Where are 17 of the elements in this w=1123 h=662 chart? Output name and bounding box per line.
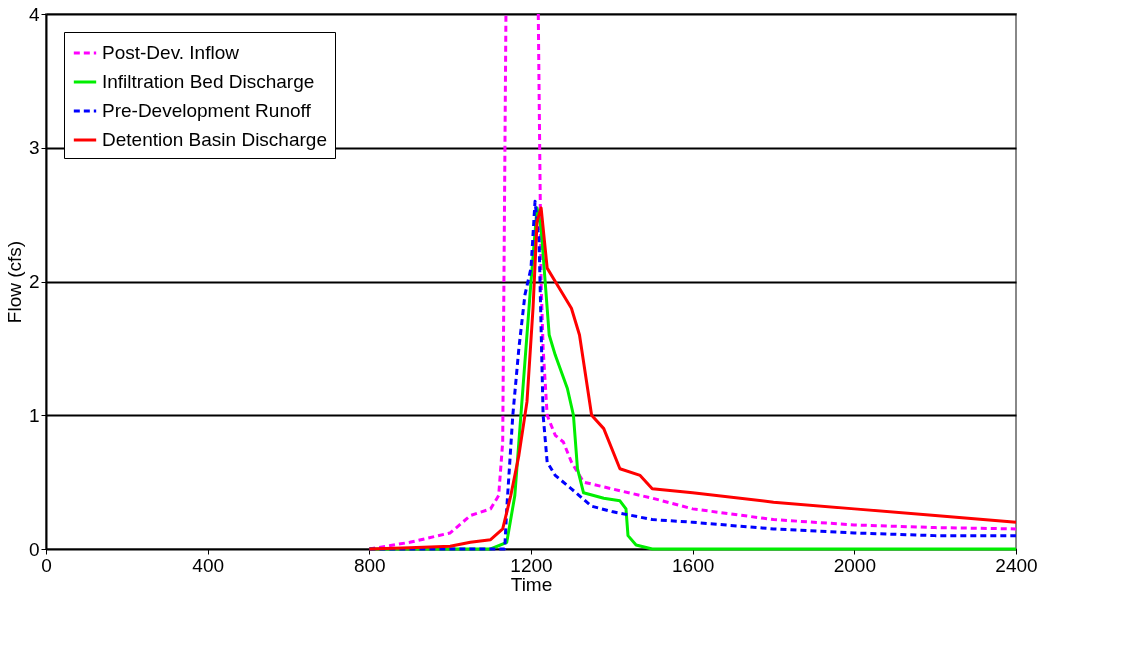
x-axis-title: Time: [510, 573, 553, 595]
legend-label: Detention Basin Discharge: [102, 129, 327, 150]
x-tick-label: 2400: [995, 554, 1038, 576]
y-axis-title: Flow (cfs): [3, 240, 25, 324]
x-tick-label: 2000: [833, 554, 876, 576]
legend-label: Pre-Development Runoff: [102, 100, 312, 121]
x-tick-label: 800: [353, 554, 386, 576]
y-tick-label: 2: [28, 271, 40, 292]
y-tick-label: 1: [28, 404, 40, 426]
legend-label: Post-Dev. Inflow: [102, 42, 240, 63]
x-tick-label: 1200: [510, 554, 553, 576]
x-tick-label: 1600: [672, 554, 715, 576]
x-tick-label: 400: [192, 554, 225, 576]
y-tick-label: 0: [28, 538, 40, 560]
y-tick-label: 3: [28, 137, 40, 159]
y-tick-label: 4: [28, 3, 40, 25]
legend-label: Infiltration Bed Discharge: [102, 71, 315, 92]
